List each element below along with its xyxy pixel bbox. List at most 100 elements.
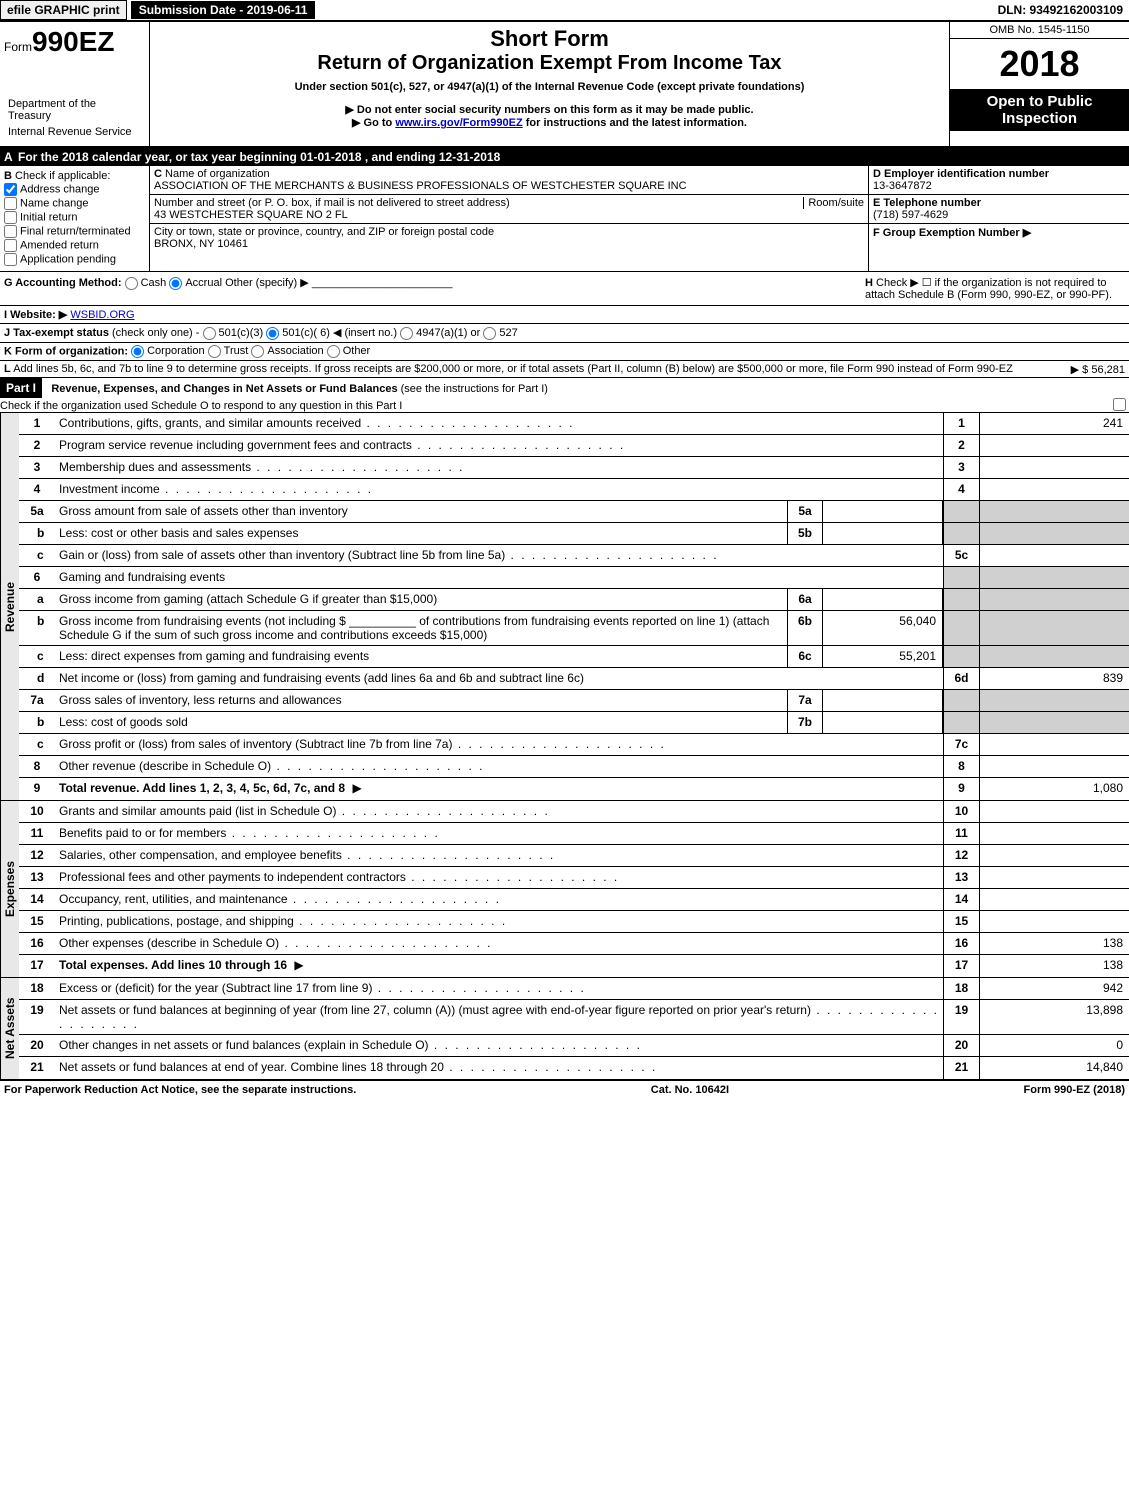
line-18: 18 Excess or (deficit) for the year (Sub… [19,978,1129,1000]
radio-501c[interactable]: 501(c)( 6) ◀ (insert no.) [266,327,397,339]
line-9-desc-bold: Total revenue. Add lines 1, 2, 3, 4, 5c,… [59,781,345,795]
radio-501c3[interactable]: 501(c)(3) [203,327,264,339]
section-a: A For the 2018 calendar year, or tax yea… [0,148,1129,166]
under-section: Under section 501(c), 527, or 4947(a)(1)… [158,81,941,93]
line-5b-rn [943,523,979,544]
line-4-num: 4 [19,479,55,500]
row-gh: G Accounting Method: Cash Accrual Other … [0,272,1129,306]
line-14: 14 Occupancy, rent, utilities, and maint… [19,889,1129,911]
radio-accrual[interactable]: Accrual [169,277,222,289]
website-link[interactable]: WSBID.ORG [70,309,134,321]
line-6c-num: c [19,646,55,667]
line-2-num: 2 [19,435,55,456]
goto-link[interactable]: www.irs.gov/Form990EZ [395,117,522,129]
part-i-checkbox[interactable] [1113,398,1126,411]
chk-initial-return[interactable]: Initial return [4,211,145,224]
other-specify: Other (specify) ▶ [225,277,309,289]
line-17-rn: 17 [943,955,979,977]
short-form-title: Short Form [158,26,941,52]
line-4: 4 Investment income 4 [19,479,1129,501]
revenue-lines: 1 Contributions, gifts, grants, and simi… [19,413,1129,800]
line-6b-sv: 56,040 [823,611,943,645]
chk-application-pending-label: Application pending [20,253,116,265]
line-3-rn: 3 [943,457,979,478]
radio-association[interactable]: Association [251,345,323,357]
line-10-desc: Grants and similar amounts paid (list in… [55,801,943,822]
line-8-num: 8 [19,756,55,777]
line-20-rn: 20 [943,1035,979,1056]
line-10-num: 10 [19,801,55,822]
line-19: 19 Net assets or fund balances at beginn… [19,1000,1129,1035]
line-6-rn [943,567,979,588]
line-2-rn: 2 [943,435,979,456]
radio-trust[interactable]: Trust [208,345,249,357]
line-10: 10 Grants and similar amounts paid (list… [19,801,1129,823]
line-6c-rv [979,646,1129,667]
line-6d-num: d [19,668,55,689]
line-6c-rn [943,646,979,667]
header-right: OMB No. 1545-1150 2018 Open to Public In… [949,22,1129,146]
line-15-desc: Printing, publications, postage, and shi… [55,911,943,932]
line-16-desc: Other expenses (describe in Schedule O) [55,933,943,954]
line-11-num: 11 [19,823,55,844]
line-10-rv [979,801,1129,822]
radio-501c-label: 501(c)( 6) ◀ (insert no.) [282,327,397,339]
k-label: K Form of organization: [4,345,128,357]
submission-date: Submission Date - 2019-06-11 [131,1,316,19]
e-label: E Telephone number [873,197,981,209]
line-11-rn: 11 [943,823,979,844]
g-section: G Accounting Method: Cash Accrual Other … [4,276,865,301]
line-19-num: 19 [19,1000,55,1034]
line-3-rv [979,457,1129,478]
line-7b-rv [979,712,1129,733]
side-revenue: Revenue [0,413,19,800]
line-5c: c Gain or (loss) from sale of assets oth… [19,545,1129,567]
line-6b-desc: Gross income from fundraising events (no… [55,611,787,645]
line-7b-sv [823,712,943,733]
radio-cash[interactable]: Cash [125,277,167,289]
line-15-num: 15 [19,911,55,932]
row-i: I Website: ▶ WSBID.ORG [0,306,1129,324]
line-7c-num: c [19,734,55,755]
line-21-desc: Net assets or fund balances at end of ye… [55,1057,943,1079]
line-3-num: 3 [19,457,55,478]
line-6a-desc: Gross income from gaming (attach Schedul… [55,589,787,610]
line-1-desc: Contributions, gifts, grants, and simila… [55,413,943,434]
radio-corporation[interactable]: Corporation [131,345,204,357]
c-city-label: City or town, state or province, country… [154,226,494,238]
radio-other[interactable]: Other [327,345,371,357]
line-14-num: 14 [19,889,55,910]
line-13: 13 Professional fees and other payments … [19,867,1129,889]
top-left: efile GRAPHIC print Submission Date - 20… [0,0,315,20]
line-7b-num: b [19,712,55,733]
radio-501c3-label: 501(c)(3) [219,327,264,339]
radio-527[interactable]: 527 [483,327,517,339]
line-1-num: 1 [19,413,55,434]
line-20: 20 Other changes in net assets or fund b… [19,1035,1129,1057]
radio-other-label: Other [343,345,371,357]
chk-name-change[interactable]: Name change [4,197,145,210]
line-17-desc: Total expenses. Add lines 10 through 16 [55,955,943,977]
line-13-num: 13 [19,867,55,888]
chk-amended-return[interactable]: Amended return [4,239,145,252]
line-5b-sv [823,523,943,544]
radio-527-label: 527 [499,327,517,339]
column-defg: D Employer identification number 13-3647… [869,166,1129,271]
line-9-desc: Total revenue. Add lines 1, 2, 3, 4, 5c,… [55,778,943,800]
line-7a-sv [823,690,943,711]
line-4-rv [979,479,1129,500]
line-8-rv [979,756,1129,777]
side-net-assets: Net Assets [0,978,19,1079]
f-label: F Group Exemption Number ▶ [873,227,1031,239]
row-l: L Add lines 5b, 6c, and 7b to line 9 to … [0,361,1129,378]
line-14-rn: 14 [943,889,979,910]
line-5b: b Less: cost or other basis and sales ex… [19,523,1129,545]
chk-application-pending[interactable]: Application pending [4,253,145,266]
chk-final-return[interactable]: Final return/terminated [4,225,145,238]
efile-print-button[interactable]: efile GRAPHIC print [0,0,127,20]
line-6d-desc: Net income or (loss) from gaming and fun… [55,668,943,689]
line-20-rv: 0 [979,1035,1129,1056]
form-header: Form990EZ Department of the Treasury Int… [0,22,1129,148]
chk-address-change[interactable]: Address change [4,183,145,196]
radio-4947[interactable]: 4947(a)(1) or [400,327,480,339]
